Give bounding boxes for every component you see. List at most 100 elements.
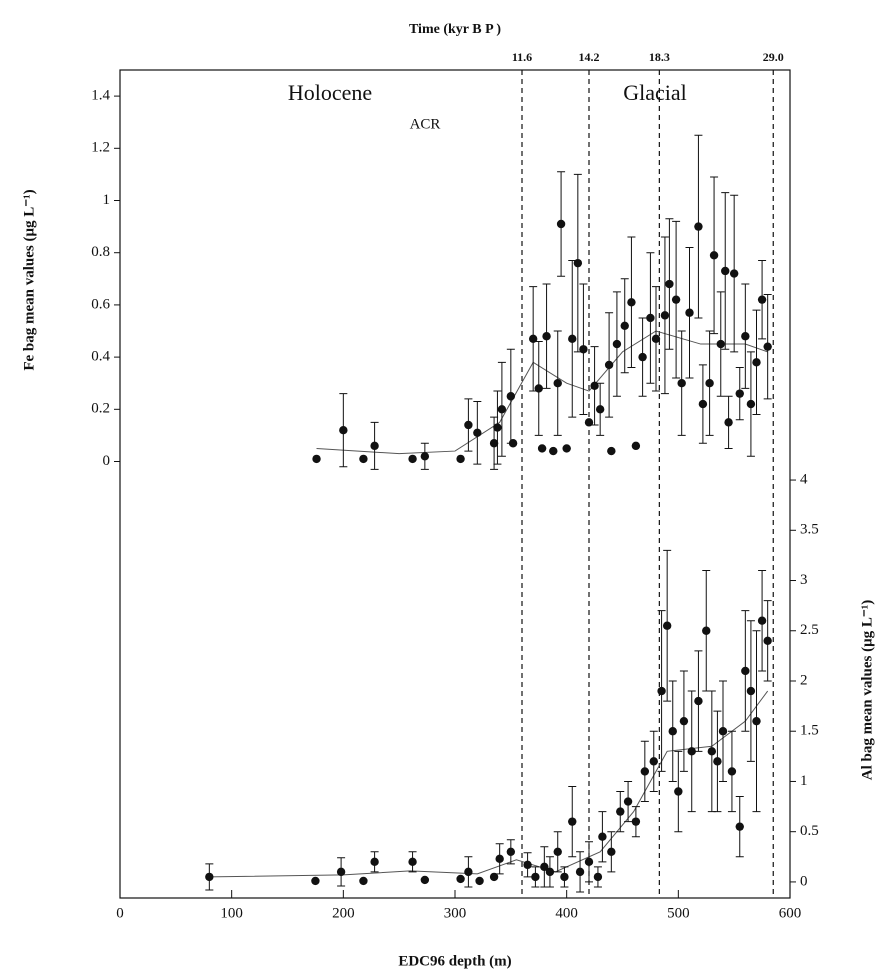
data-point [549, 446, 558, 456]
y2-tick-label: 4 [800, 471, 808, 487]
data-point [311, 876, 320, 886]
y-tick-label: 0.6 [91, 296, 110, 312]
y-tick-label: 0.4 [91, 349, 110, 365]
data-point [489, 439, 499, 448]
data-point [698, 399, 708, 409]
data-point [359, 454, 368, 464]
data-point [705, 379, 714, 388]
data-point [584, 857, 594, 867]
y-axis-label: Fe bag mean values (μg L⁻¹) [21, 189, 37, 370]
data-point [473, 428, 482, 437]
data-point [579, 345, 588, 354]
y2-tick-label: 0.5 [800, 823, 819, 839]
y-tick-label: 1.2 [91, 140, 110, 156]
y-tick-label: 0.8 [91, 244, 110, 260]
data-point [668, 727, 677, 736]
data-point [685, 308, 694, 317]
data-point [631, 441, 641, 451]
x-tick-label: 0 [116, 905, 124, 921]
data-point [707, 747, 717, 756]
data-point [359, 876, 368, 886]
data-point [665, 279, 674, 289]
period-label: Glacial [623, 80, 687, 105]
data-point [735, 822, 744, 831]
data-point [560, 872, 569, 882]
x-tick-label: 100 [220, 905, 243, 921]
data-point [724, 418, 733, 427]
data-point [420, 452, 430, 461]
data-point [553, 847, 562, 856]
data-point [616, 807, 625, 816]
data-point [506, 847, 516, 856]
data-point [660, 311, 670, 320]
data-point [408, 454, 417, 464]
data-point [537, 444, 547, 453]
data-point [598, 832, 607, 841]
period-label: ACR [410, 116, 441, 132]
data-point [339, 425, 348, 435]
data-point [640, 767, 650, 776]
data-point [336, 867, 346, 877]
data-point [721, 266, 730, 276]
data-point [646, 313, 655, 323]
y2-tick-label: 2.5 [800, 622, 819, 638]
x-tick-label: 500 [667, 905, 690, 921]
data-point [671, 295, 681, 304]
x-tick-label: 200 [332, 905, 355, 921]
data-point [752, 358, 761, 367]
data-point [542, 332, 551, 341]
y2-tick-label: 2 [800, 672, 808, 688]
data-point [408, 857, 417, 867]
data-point [716, 339, 725, 349]
data-point [553, 379, 562, 388]
data-point [545, 867, 555, 877]
y-tick-label: 1.4 [91, 88, 110, 104]
data-point [370, 857, 379, 867]
data-point [568, 817, 577, 826]
data-point [607, 446, 616, 456]
data-point [604, 360, 614, 370]
data-point [651, 334, 661, 344]
data-point [534, 384, 543, 393]
data-point [746, 399, 756, 409]
y-tick-label: 1 [103, 192, 111, 208]
data-point [508, 439, 518, 448]
data-point [631, 817, 641, 826]
data-point [702, 626, 711, 635]
data-point [620, 321, 629, 330]
data-point [528, 334, 538, 344]
data-point [757, 295, 767, 304]
top-tick-label: 11.6 [512, 50, 532, 64]
y2-tick-label: 0 [800, 873, 808, 889]
data-point [562, 444, 571, 453]
data-point [607, 847, 616, 856]
data-point [746, 686, 756, 696]
data-point [590, 381, 599, 391]
data-point [495, 854, 504, 864]
x-axis-label: EDC96 depth (m) [398, 953, 511, 969]
data-point [456, 454, 465, 464]
period-label: Holocene [288, 80, 372, 105]
data-point [312, 454, 321, 464]
data-point [464, 867, 473, 877]
data-point [420, 875, 430, 885]
data-point [727, 767, 737, 776]
data-point [649, 757, 658, 766]
data-point [741, 666, 750, 676]
top-tick-label: 14.2 [579, 50, 600, 64]
data-point [506, 392, 516, 401]
data-point [573, 258, 583, 268]
data-point [489, 872, 499, 882]
data-point [735, 389, 744, 398]
data-point [540, 862, 549, 872]
data-point [741, 332, 750, 341]
data-point [595, 405, 605, 414]
data-point [531, 872, 540, 882]
data-point [584, 418, 594, 427]
data-point [694, 222, 703, 231]
data-point [657, 686, 666, 696]
fit-line [316, 330, 768, 455]
y2-tick-label: 1 [800, 773, 808, 789]
data-point [674, 787, 683, 796]
data-point [523, 860, 532, 870]
